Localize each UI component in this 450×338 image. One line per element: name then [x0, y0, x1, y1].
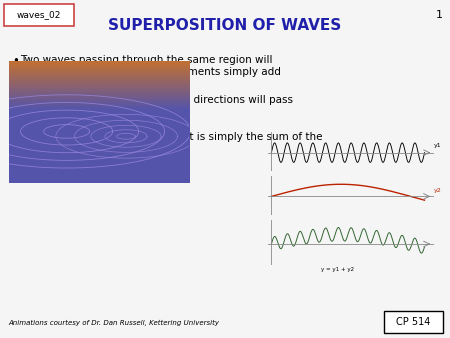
Text: •: •: [12, 55, 19, 68]
Text: CP 514: CP 514: [396, 317, 430, 327]
Text: •: •: [12, 132, 19, 145]
Text: y1: y1: [434, 143, 441, 148]
FancyBboxPatch shape: [4, 4, 74, 26]
Text: Two pulses travelling in opposite directions will pass
through each other unaffe: Two pulses travelling in opposite direct…: [20, 95, 293, 117]
Text: •: •: [12, 95, 19, 108]
Text: While passing,  the displacement is simply the sum of the
individual displacemen: While passing, the displacement is simpl…: [20, 132, 323, 153]
Text: y = y1 + y2: y = y1 + y2: [321, 267, 354, 272]
Text: waves_02: waves_02: [17, 10, 61, 20]
FancyBboxPatch shape: [384, 311, 443, 333]
Text: Animations courtesy of Dr. Dan Russell, Kettering University: Animations courtesy of Dr. Dan Russell, …: [8, 320, 219, 326]
Text: SUPERPOSITION OF WAVES: SUPERPOSITION OF WAVES: [108, 18, 342, 33]
Text: y2: y2: [434, 188, 441, 193]
Text: Two waves passing through the same region will
superimpose  - e.g. the displacem: Two waves passing through the same regio…: [20, 55, 281, 77]
Text: 1: 1: [436, 10, 443, 20]
